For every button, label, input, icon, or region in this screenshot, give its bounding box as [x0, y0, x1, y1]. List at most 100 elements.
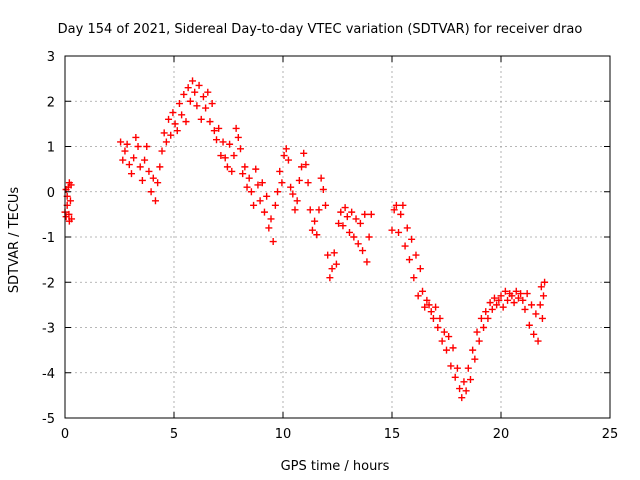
data-point: [324, 251, 332, 259]
data-point: [127, 170, 135, 178]
data-point: [213, 136, 221, 144]
data-point: [243, 183, 251, 191]
y-tick-label: -5: [42, 412, 55, 427]
data-point: [521, 305, 529, 313]
grid: [65, 56, 610, 418]
data-series-sdtvar: [61, 77, 549, 402]
data-point: [232, 124, 240, 132]
data-point: [226, 140, 234, 148]
data-point: [330, 249, 338, 257]
data-point: [328, 265, 336, 273]
data-point: [432, 303, 440, 311]
data-point: [397, 210, 405, 218]
data-point: [169, 109, 177, 117]
data-point: [536, 301, 544, 309]
data-point: [67, 181, 75, 189]
y-tick-label: -3: [42, 322, 55, 337]
data-point: [367, 210, 375, 218]
data-point: [456, 385, 464, 393]
data-point: [308, 226, 316, 234]
data-point: [392, 201, 400, 209]
y-tick-label: 2: [47, 95, 55, 110]
data-point: [445, 333, 453, 341]
data-point: [427, 308, 435, 316]
data-point: [484, 314, 492, 322]
data-point: [499, 303, 507, 311]
data-point: [189, 77, 197, 85]
data-point: [495, 296, 503, 304]
data-point: [497, 292, 505, 300]
data-point: [408, 235, 416, 243]
data-point: [390, 206, 398, 214]
data-point: [300, 149, 308, 157]
data-point: [352, 215, 360, 223]
data-point: [405, 256, 413, 264]
data-point: [271, 201, 279, 209]
data-point: [348, 208, 356, 216]
data-point: [488, 305, 496, 313]
data-point: [425, 301, 433, 309]
data-point: [419, 287, 427, 295]
data-point: [228, 167, 236, 175]
y-tick-label: -2: [42, 276, 55, 291]
data-point: [449, 344, 457, 352]
data-point: [66, 197, 74, 205]
data-point: [322, 201, 330, 209]
data-point: [473, 328, 481, 336]
data-point: [138, 176, 146, 184]
data-point: [245, 174, 253, 182]
data-point: [350, 233, 358, 241]
data-point: [341, 204, 349, 212]
data-point: [313, 231, 321, 239]
data-point: [337, 208, 345, 216]
x-tick-label: 25: [602, 427, 619, 442]
data-point: [65, 210, 73, 218]
data-point: [151, 197, 159, 205]
data-point: [514, 294, 522, 302]
data-point: [287, 183, 295, 191]
y-tick-label: 1: [47, 141, 55, 156]
data-point: [195, 81, 203, 89]
data-point: [143, 143, 151, 150]
data-point: [311, 217, 319, 225]
data-point: [267, 215, 275, 223]
data-point: [125, 161, 133, 169]
data-point: [534, 337, 542, 345]
data-point: [260, 208, 268, 216]
data-point: [117, 138, 125, 146]
data-point: [343, 213, 351, 221]
data-point: [354, 240, 362, 248]
data-point: [197, 115, 205, 123]
data-point: [345, 228, 353, 236]
data-point: [451, 373, 459, 381]
data-point: [464, 364, 472, 372]
data-point: [208, 100, 216, 108]
data-point: [239, 170, 247, 178]
data-point: [319, 185, 327, 193]
data-point: [537, 283, 545, 291]
data-point: [416, 265, 424, 273]
data-point: [530, 330, 538, 338]
x-tick-label: 20: [493, 427, 510, 442]
data-point: [295, 176, 303, 184]
data-point: [221, 154, 229, 162]
data-point: [167, 131, 175, 139]
data-point: [453, 364, 461, 372]
data-point: [540, 292, 548, 300]
data-point: [401, 242, 409, 250]
data-point: [247, 188, 255, 196]
data-point: [339, 222, 347, 230]
data-point: [306, 206, 314, 214]
data-point: [365, 233, 373, 241]
data-point: [490, 294, 498, 302]
data-point: [223, 163, 231, 171]
x-tick-label: 10: [275, 427, 292, 442]
data-point: [508, 292, 516, 300]
data-point: [471, 355, 479, 363]
data-point: [162, 138, 170, 146]
data-point: [171, 120, 179, 128]
data-point: [486, 299, 494, 307]
data-point: [123, 140, 131, 148]
data-point: [477, 314, 485, 322]
